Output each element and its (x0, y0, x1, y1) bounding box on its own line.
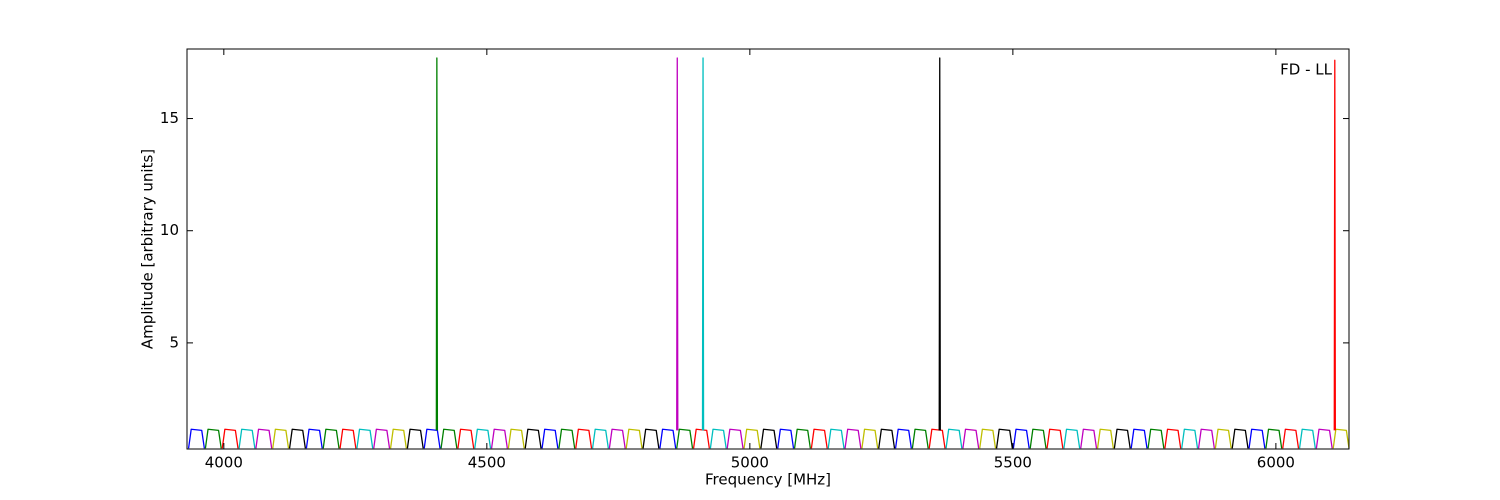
y-axis-label: Amplitude [arbitrary units] (139, 149, 157, 349)
spectrum-line (676, 57, 679, 431)
spectrum-line (288, 428, 1249, 449)
spectrum-line (255, 428, 1333, 449)
x-tick-label: 5500 (994, 454, 1032, 472)
y-tick-label: 5 (169, 333, 179, 351)
spectrum-line (701, 57, 705, 431)
y-tick-label: 15 (160, 109, 179, 127)
spectrum-line (238, 428, 1316, 449)
annotation: FD - LL (1280, 61, 1332, 79)
x-tick-label: 4000 (205, 454, 243, 472)
plot-area (187, 57, 1349, 449)
spectrum-line (272, 428, 1349, 449)
x-axis-label: Frequency [MHz] (705, 471, 831, 489)
axes-frame (186, 48, 1350, 450)
x-tick-label: 5000 (731, 454, 769, 472)
spectrum-line (221, 428, 1300, 449)
spectrum-line (204, 428, 1283, 449)
y-tick-label: 10 (160, 221, 179, 239)
spectrum-line (435, 57, 439, 431)
x-tick-label: 4500 (468, 454, 506, 472)
spectrum-line (1333, 59, 1336, 431)
spectrum-line (938, 57, 941, 431)
x-tick-label: 6000 (1257, 454, 1295, 472)
spectrum-line (187, 428, 1266, 449)
